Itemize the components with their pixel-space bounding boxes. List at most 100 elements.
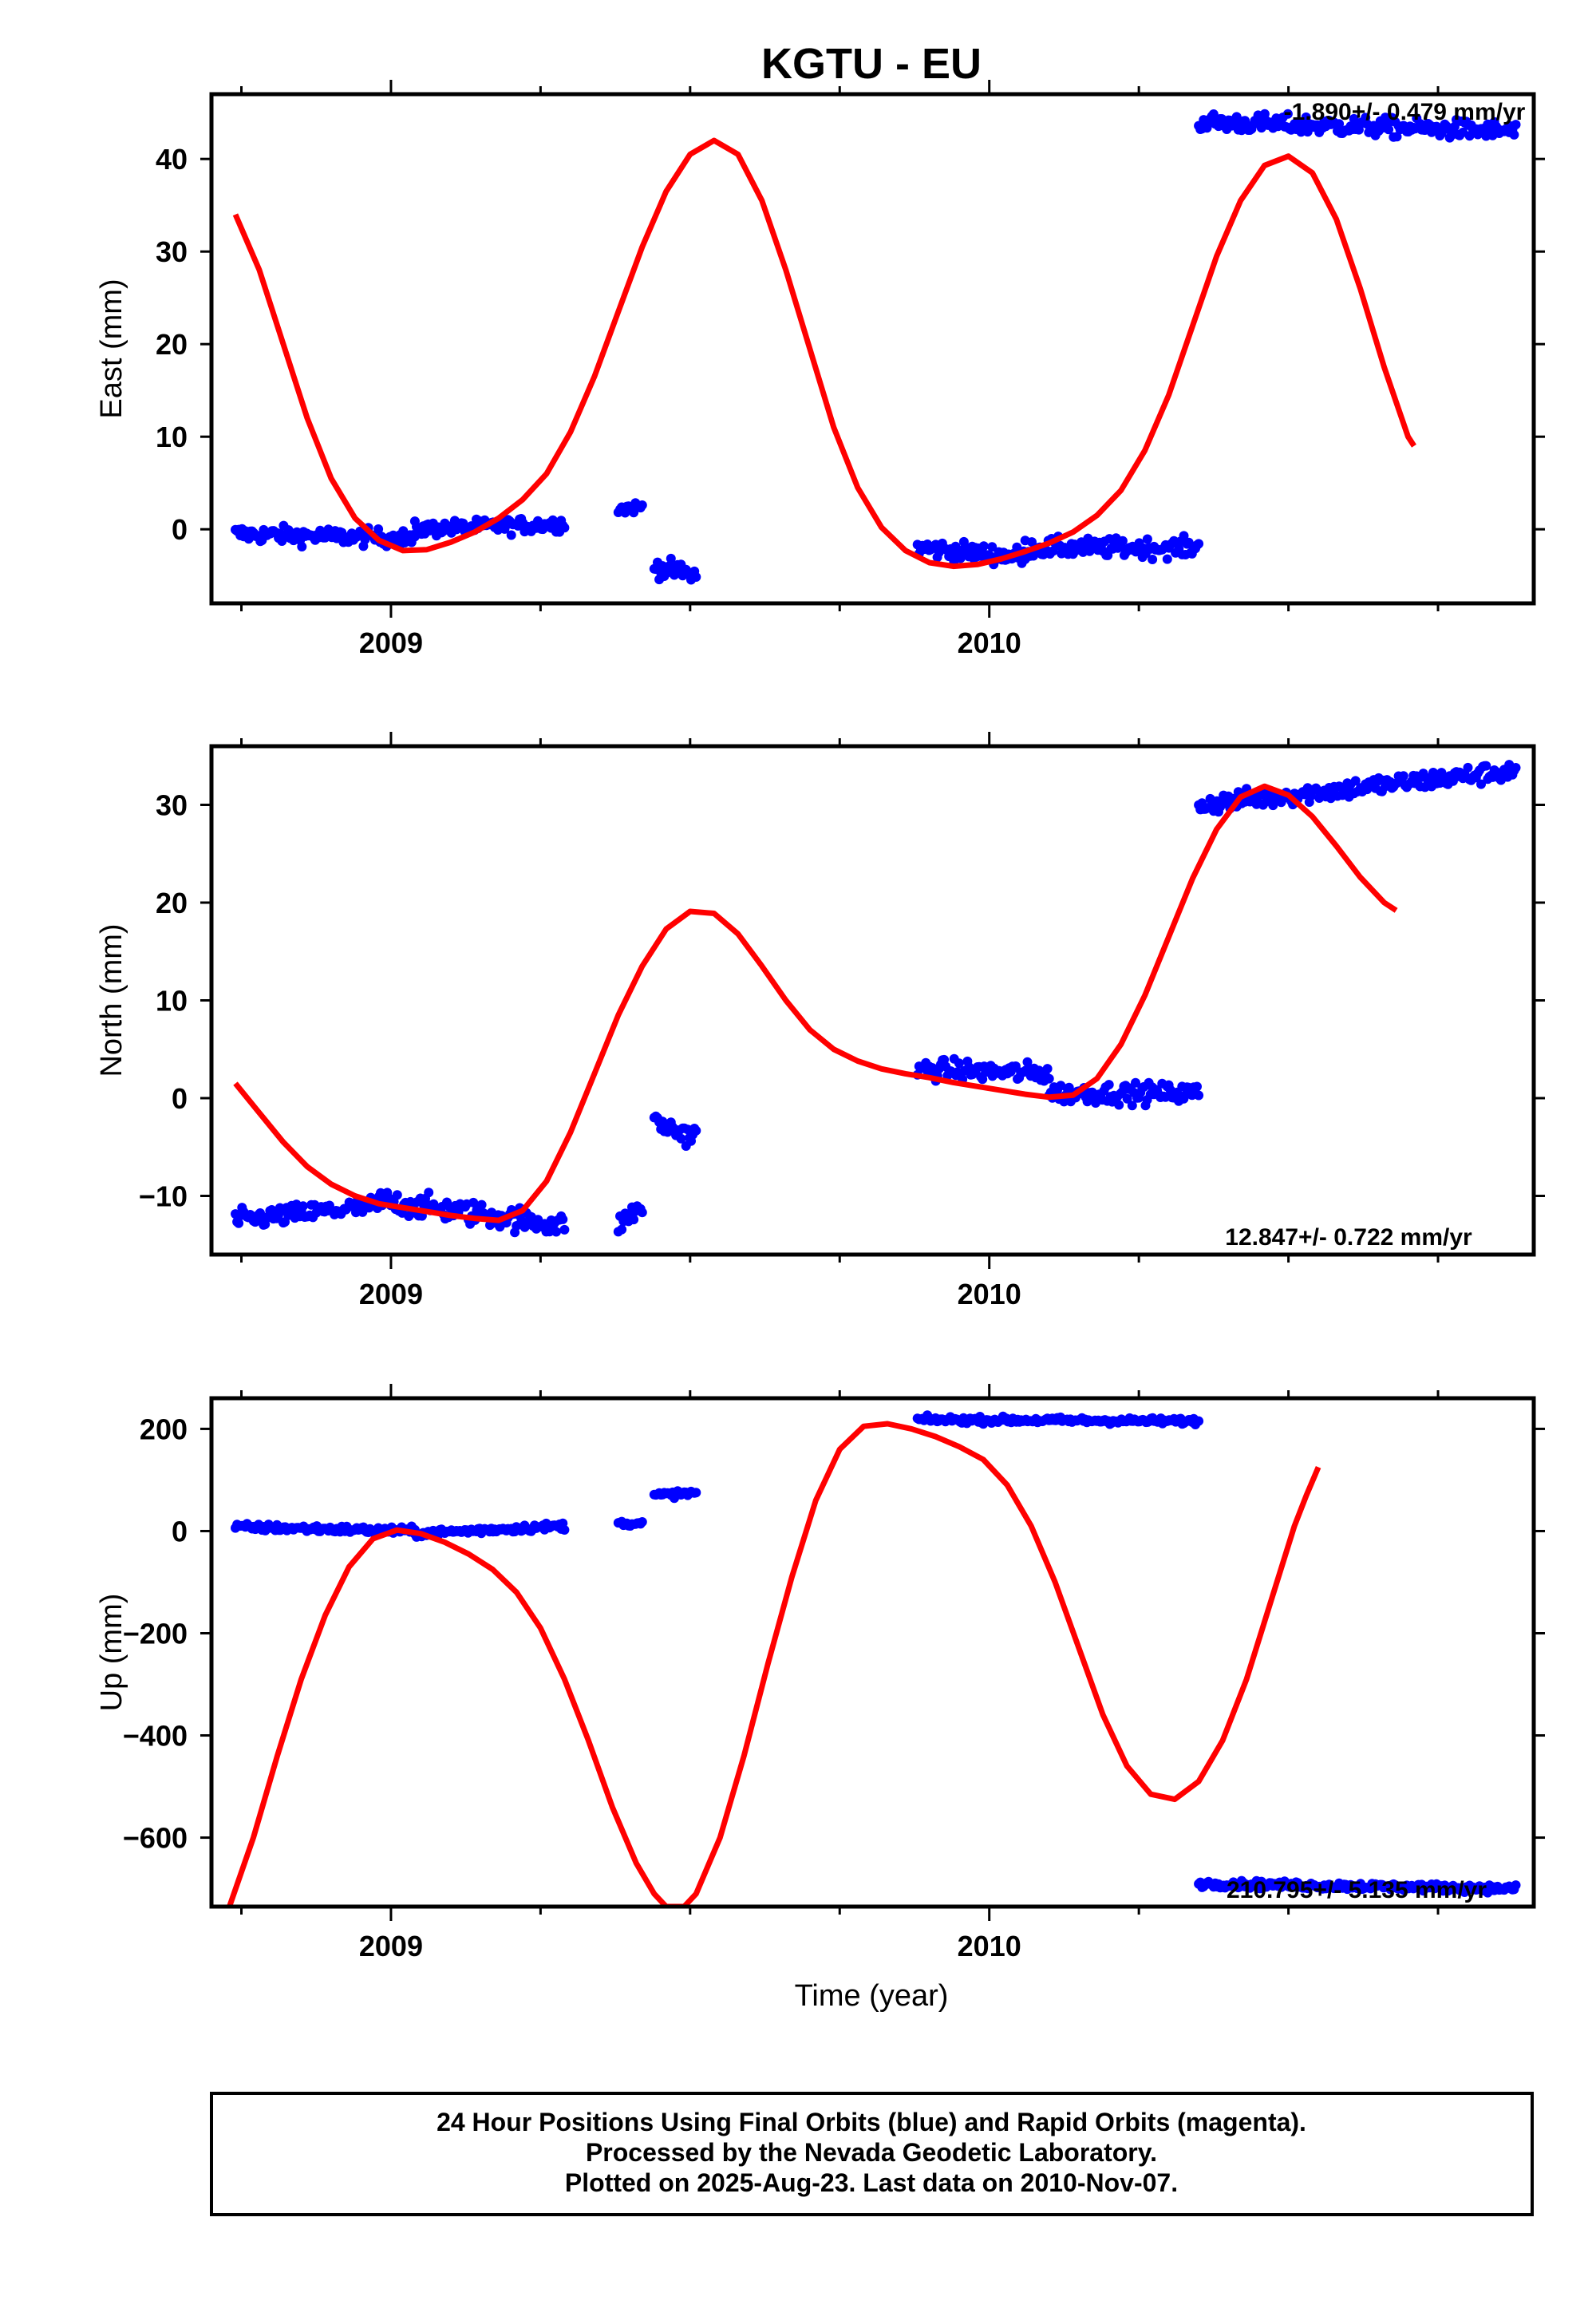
data-point <box>978 541 989 551</box>
y-tick-label: −200 <box>123 1617 188 1650</box>
data-point <box>1282 109 1293 119</box>
data-point <box>637 1207 647 1218</box>
data-point <box>1511 763 1521 773</box>
y-tick-label: 0 <box>172 1082 188 1115</box>
data-point <box>559 1224 570 1235</box>
data-point <box>551 1227 561 1237</box>
data-point <box>637 1517 647 1527</box>
rate-label: 12.847+/- 0.722 mm/yr <box>1225 1224 1472 1251</box>
data-point <box>255 1208 265 1218</box>
data-point <box>1511 120 1521 130</box>
data-point <box>297 542 307 551</box>
y-tick-label: 40 <box>156 143 188 176</box>
y-tick-label: −400 <box>123 1720 188 1753</box>
data-point <box>1194 1416 1204 1426</box>
x-tick-label: 2009 <box>359 626 423 659</box>
data-point <box>691 572 701 582</box>
data-point <box>1194 539 1204 549</box>
data-point <box>559 523 570 533</box>
caption-line-3: Plotted on 2025-Aug-23. Last data on 201… <box>565 2168 1178 2197</box>
data-point <box>1463 762 1473 773</box>
data-point <box>234 1218 244 1228</box>
data-point <box>617 1224 627 1235</box>
rate-label: 210.795+/- 5.135 mm/yr <box>1227 1877 1487 1903</box>
panel-east: 0 10 20 30 40 2009 2010 East (mm) -1.890+/- 0.47… <box>95 80 1545 659</box>
panel-up: −600 −400 −200 0 200 2009 2010 Up (mm) 210.795+/… <box>95 1384 1545 1962</box>
data-point <box>1044 1073 1054 1084</box>
x-tick-label: 2010 <box>958 1278 1021 1310</box>
x-axis-label: Time (year) <box>795 1979 949 2013</box>
data-point <box>1194 1090 1204 1101</box>
data-point <box>691 1488 701 1498</box>
fit-curve <box>227 1421 1321 1907</box>
data-point <box>1208 109 1219 119</box>
data-point <box>468 1197 479 1207</box>
data-point <box>373 524 384 534</box>
data-point <box>1104 1080 1114 1090</box>
y-tick-label: −600 <box>123 1822 188 1855</box>
data-point <box>1476 779 1486 789</box>
data-point <box>629 1215 639 1225</box>
data-point <box>1022 1057 1033 1067</box>
data-point <box>1117 536 1128 546</box>
y-tick-label: 200 <box>140 1413 188 1445</box>
y-axis-label: East (mm) <box>95 279 128 418</box>
data-point <box>1334 119 1345 129</box>
y-tick-label: 10 <box>156 985 188 1018</box>
x-tick-label: 2010 <box>958 626 1021 659</box>
y-axis-label: Up (mm) <box>95 1594 128 1712</box>
y-tick-label: 0 <box>172 513 188 546</box>
plot-frame <box>209 92 1536 606</box>
data-point <box>1392 132 1402 142</box>
data-point <box>298 1201 308 1211</box>
data-point <box>1048 546 1058 556</box>
caption-line-2: Processed by the Nevada Geodetic Laborat… <box>586 2138 1157 2167</box>
caption-box <box>210 2092 1534 2216</box>
data-point <box>1398 771 1408 781</box>
data-point <box>691 1125 701 1136</box>
data-point <box>1042 1064 1053 1074</box>
y-tick-label: 20 <box>156 328 188 361</box>
data-point <box>1131 1077 1140 1088</box>
caption-line-1: 24 Hour Positions Using Final Orbits (bl… <box>437 2108 1306 2136</box>
data-point <box>955 553 966 563</box>
y-tick-label: 10 <box>156 421 188 453</box>
y-tick-label: 20 <box>156 887 188 919</box>
data-point <box>1122 1093 1132 1104</box>
data-point <box>1511 1880 1521 1891</box>
data-point <box>476 1199 487 1210</box>
data-point <box>1509 129 1519 140</box>
data-point <box>392 1190 402 1200</box>
data-point <box>424 1188 434 1198</box>
data-point <box>405 1196 416 1207</box>
plot-frame <box>209 1396 1536 1909</box>
x-tick-label: 2009 <box>359 1930 423 1962</box>
fit-curve <box>232 137 1416 570</box>
data-point <box>1350 776 1361 786</box>
y-tick-label: 30 <box>156 789 188 822</box>
data-point <box>559 1525 570 1535</box>
data-point <box>954 1058 964 1069</box>
y-tick-label: 0 <box>172 1515 188 1547</box>
data-point <box>1114 1100 1124 1110</box>
y-tick-label: 30 <box>156 235 188 268</box>
data-point <box>1148 555 1158 564</box>
data-point <box>676 1133 686 1144</box>
data-points <box>231 1410 1521 1898</box>
x-tick-label: 2009 <box>359 1278 423 1310</box>
data-point <box>987 542 998 552</box>
data-point <box>1142 534 1152 544</box>
y-tick-label: −10 <box>139 1180 188 1213</box>
data-point <box>1082 1097 1092 1107</box>
chart-title: KGTU - EU <box>761 40 982 88</box>
fit-curve <box>233 783 1398 1223</box>
data-point <box>978 1074 988 1085</box>
data-point <box>666 553 676 563</box>
data-point <box>1027 537 1037 547</box>
data-point <box>506 530 516 540</box>
data-point <box>637 500 647 510</box>
data-point <box>558 1214 568 1224</box>
data-point <box>1481 761 1491 771</box>
